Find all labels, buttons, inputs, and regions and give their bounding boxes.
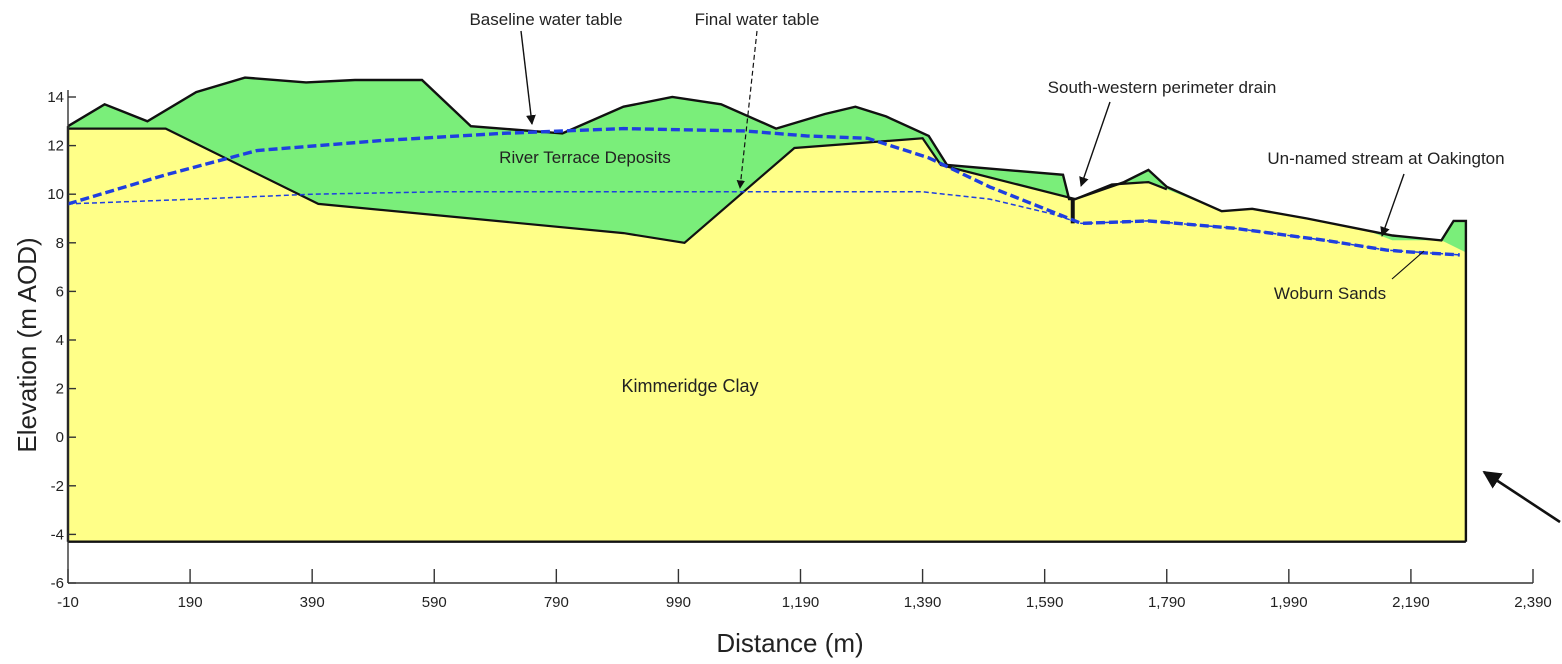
y-axis-ticks: 14 12 10 8 6 4 2 0 -2 -4 -6	[47, 89, 76, 592]
x-tick-label: 590	[422, 594, 447, 611]
x-axis-title: Distance (m)	[716, 628, 863, 658]
y-tick-label: 4	[56, 332, 64, 349]
leader-woburn-sands	[1391, 250, 1425, 280]
label-river-terrace-deposits: River Terrace Deposits	[499, 148, 671, 167]
x-tick-label: 1,790	[1148, 594, 1186, 611]
y-tick-label: 6	[56, 283, 64, 300]
label-kimmeridge-clay: Kimmeridge Clay	[621, 376, 758, 396]
y-tick-label: 12	[47, 138, 64, 155]
y-tick-label: -6	[51, 575, 64, 592]
y-tick-label: 2	[56, 381, 64, 398]
y-tick-label: -4	[51, 526, 64, 543]
annotation-baseline-water-table: Baseline water table	[469, 10, 622, 29]
x-axis-ticks: -10 190 390 590 790 990 1,190 1,390 1,590 1,790 1,…	[57, 569, 1552, 611]
y-axis-title: Elevation (m AOD)	[12, 237, 42, 452]
y-tick-label: -2	[51, 478, 64, 495]
arrow-final-water-table	[736, 30, 758, 189]
geologic-layers	[66, 76, 1468, 543]
annotation-final-water-table: Final water table	[695, 10, 820, 29]
annotation-perimeter-drain: South-western perimeter drain	[1048, 78, 1277, 97]
label-woburn-sands: Woburn Sands	[1274, 284, 1386, 303]
axes: -10 190 390 590 790 990 1,190 1,390 1,590 1,790 1,…	[47, 89, 1551, 611]
x-tick-label: 990	[666, 594, 691, 611]
baseline-water-table-line	[67, 126, 1460, 257]
ground-surface-line	[67, 76, 1468, 542]
arrow-baseline-water-table	[520, 30, 536, 125]
kimmeridge-clay-layer	[68, 128, 1466, 542]
x-tick-label: -10	[57, 594, 79, 611]
annotations: Baseline water table Final water table R…	[469, 10, 1561, 524]
x-tick-label: 1,990	[1270, 594, 1308, 611]
annotation-unnamed-stream: Un-named stream at Oakington	[1267, 149, 1504, 168]
y-tick-label: 0	[56, 429, 64, 446]
x-tick-label: 790	[544, 594, 569, 611]
x-tick-label: 1,190	[782, 594, 820, 611]
y-tick-label: 14	[47, 89, 64, 106]
x-tick-label: 1,390	[904, 594, 942, 611]
water-tables	[67, 126, 1460, 257]
y-tick-label: 8	[56, 235, 64, 252]
arrow-unnamed-stream	[1380, 173, 1405, 237]
arrow-perimeter-drain	[1079, 101, 1111, 187]
x-tick-label: 2,190	[1392, 594, 1430, 611]
x-tick-label: 190	[178, 594, 203, 611]
x-tick-label: 1,590	[1026, 594, 1064, 611]
x-tick-label: 2,390	[1514, 594, 1552, 611]
arrow-offpage-pointer	[1482, 470, 1561, 524]
x-tick-label: 390	[300, 594, 325, 611]
y-tick-label: 10	[47, 186, 64, 203]
